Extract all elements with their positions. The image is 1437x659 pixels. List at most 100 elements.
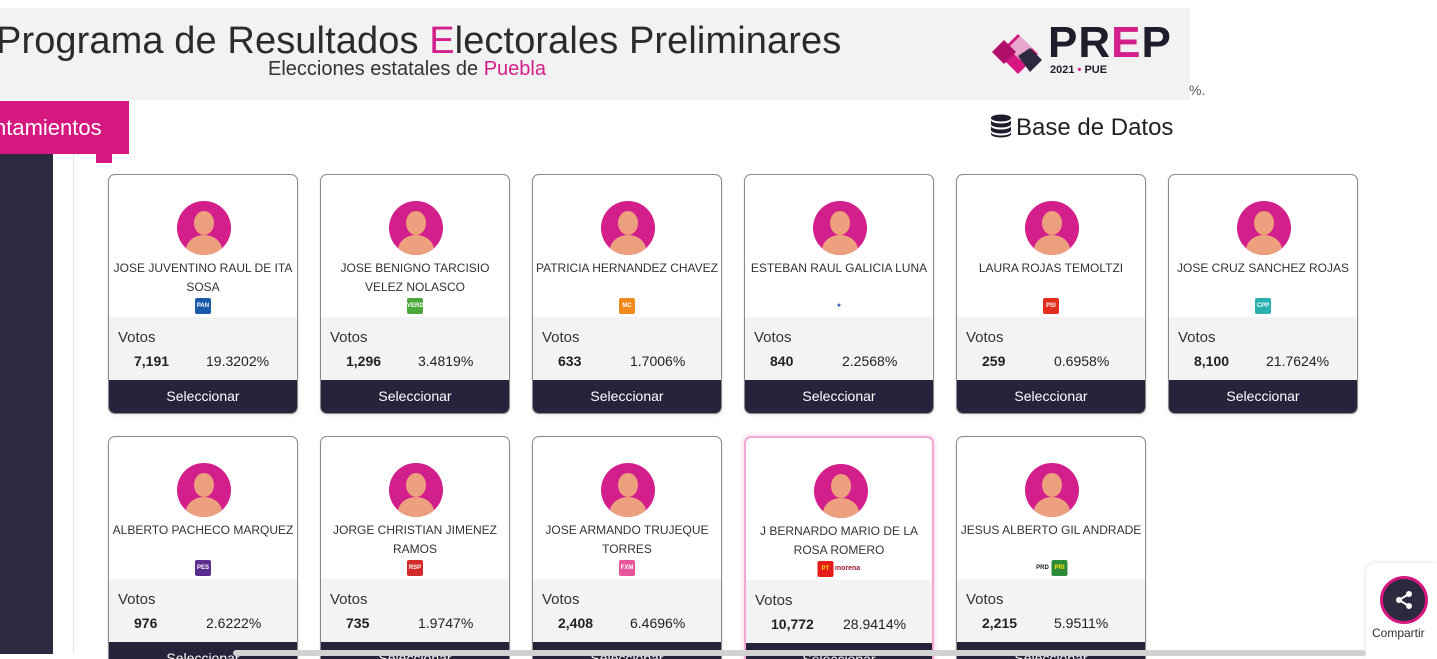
votes-panel: Votos 2,215 5.9511% xyxy=(957,579,1145,642)
votes-panel: Votos 840 2.2568% xyxy=(745,317,933,380)
candidate-avatar-icon xyxy=(1025,201,1079,255)
votes-label: Votos xyxy=(966,591,1004,608)
candidate-avatar-icon xyxy=(389,201,443,255)
logo-text-accent: E xyxy=(1111,18,1142,67)
candidate-name: ALBERTO PACHECO MARQUEZ xyxy=(112,523,294,537)
page-title: Programa de Resultados Electorales Preli… xyxy=(0,20,841,63)
candidate-name: JOSE JUVENTINO RAUL DE ITA SOSA xyxy=(113,261,293,294)
votes-panel: Votos 2,408 6.4696% xyxy=(533,579,721,642)
candidate-name: LAURA ROJAS TEMOLTZI xyxy=(978,261,1124,275)
party-logo: PES xyxy=(195,560,211,576)
party-logo: PAN xyxy=(195,298,211,314)
select-button[interactable]: Seleccionar xyxy=(745,380,933,413)
pes-party-icon: PES xyxy=(195,560,211,576)
candidate-card[interactable]: PATRICIA HERNANDEZ CHAVEZ MC Votos 633 1.700… xyxy=(532,174,722,414)
votes-panel: Votos 10,772 28.9414% xyxy=(746,580,932,643)
candidate-card[interactable]: ALBERTO PACHECO MARQUEZ PES Votos 976 2.6222… xyxy=(108,436,298,659)
pri-party-icon: PRI xyxy=(1051,560,1068,576)
votes-percentage: 5.9511% xyxy=(1054,615,1109,631)
title-part: lectorales Preliminares xyxy=(454,20,842,62)
logo-year: 2021 xyxy=(1050,64,1075,76)
prep-diamond-icon xyxy=(992,34,1042,74)
votes-count: 976 xyxy=(134,615,158,631)
votes-label: Votos xyxy=(330,329,368,346)
votes-percentage: 28.9414% xyxy=(843,616,907,632)
party-logo: FXM xyxy=(619,560,635,576)
votes-percentage: 2.6222% xyxy=(206,615,262,631)
share-icon xyxy=(1396,591,1412,609)
party-logo: PT morena xyxy=(817,561,861,577)
votes-label: Votos xyxy=(966,329,1004,346)
header-banner: Programa de Resultados Electorales Preli… xyxy=(0,8,1190,100)
nueva-alianza-party-icon: ★ xyxy=(831,298,847,314)
candidate-card[interactable]: LAURA ROJAS TEMOLTZI PSI Votos 259 0.6958% Se… xyxy=(956,174,1146,414)
share-widget: Compartir xyxy=(1366,563,1437,659)
party-logo: PRD PRI xyxy=(1034,560,1068,576)
votes-panel: Votos 7,191 19.3202% xyxy=(109,317,297,380)
candidate-name: JORGE CHRISTIAN JIMENEZ RAMOS xyxy=(332,523,497,556)
select-button[interactable]: Seleccionar xyxy=(1169,380,1357,413)
sidebar xyxy=(0,154,53,654)
votes-count: 10,772 xyxy=(771,616,814,632)
candidate-avatar-icon xyxy=(601,463,655,517)
votes-label: Votos xyxy=(118,591,156,608)
party-logo: VERDE xyxy=(407,298,423,314)
logo-text: P xyxy=(1141,18,1172,67)
candidate-card[interactable]: JOSE CRUZ SANCHEZ ROJAS CPP Votos 8,100 21.7… xyxy=(1168,174,1358,414)
select-button[interactable]: Seleccionar xyxy=(321,380,509,413)
database-icon xyxy=(991,114,1011,138)
logo-separator: • xyxy=(1077,64,1082,76)
pan-party-icon: PAN xyxy=(195,298,211,314)
share-label: Compartir xyxy=(1372,626,1425,640)
party-logo: RSP xyxy=(407,560,423,576)
candidate-card[interactable]: JOSE JUVENTINO RAUL DE ITA SOSA PAN Votos 7… xyxy=(108,174,298,414)
candidate-avatar-icon xyxy=(814,464,868,518)
select-button[interactable]: Seleccionar xyxy=(109,380,297,413)
subtitle-text: Elecciones estatales de xyxy=(268,58,484,80)
pt-party-icon: PT xyxy=(817,561,834,577)
candidate-card[interactable]: JOSE ARMANDO TRUJEQUE TORRES FXM Votos 2,40… xyxy=(532,436,722,659)
tab-indicator xyxy=(96,154,112,163)
prep-logo[interactable]: PREP 2021 • PUE xyxy=(990,18,1175,84)
candidate-name: J BERNARDO MARIO DE LA ROSA ROMERO xyxy=(759,524,919,557)
logo-subtitle: 2021 • PUE xyxy=(1050,64,1107,76)
database-link-label: Base de Datos xyxy=(1016,114,1174,141)
candidate-card[interactable]: JOSE BENIGNO TARCISIO VELEZ NOLASCO VERDE… xyxy=(320,174,510,414)
candidate-card[interactable]: ESTEBAN RAUL GALICIA LUNA ★ Votos 840 2.2568… xyxy=(744,174,934,414)
votes-panel: Votos 976 2.6222% xyxy=(109,579,297,642)
content-rail xyxy=(73,154,74,654)
votes-percentage: 1.9747% xyxy=(418,615,474,631)
logo-state-code: PUE xyxy=(1084,64,1108,76)
votes-count: 7,191 xyxy=(134,353,170,369)
votes-count: 1,296 xyxy=(346,353,382,369)
database-link[interactable]: Base de Datos xyxy=(990,114,1173,142)
psi-party-icon: PSI xyxy=(1043,298,1059,314)
tab-ayuntamientos[interactable]: ntamientos xyxy=(0,101,129,154)
candidate-card[interactable]: JESUS ALBERTO GIL ANDRADE PRD PRI Votos 2,21… xyxy=(956,436,1146,659)
title-accent-letter: E xyxy=(429,20,455,62)
logo-wordmark: PREP xyxy=(1048,18,1172,68)
votes-panel: Votos 259 0.6958% xyxy=(957,317,1145,380)
votes-label: Votos xyxy=(542,591,580,608)
candidate-name: JOSE CRUZ SANCHEZ ROJAS xyxy=(1176,261,1350,275)
votes-percentage: 21.7624% xyxy=(1266,353,1330,369)
candidate-card[interactable]: JORGE CHRISTIAN JIMENEZ RAMOS RSP Votos 735… xyxy=(320,436,510,659)
horizontal-scrollbar[interactable] xyxy=(233,650,1366,656)
party-logo: MC xyxy=(619,298,635,314)
votes-count: 2,215 xyxy=(982,615,1018,631)
votes-percentage: 3.4819% xyxy=(418,353,474,369)
votes-percentage: 2.2568% xyxy=(842,353,898,369)
candidate-card[interactable]: J BERNARDO MARIO DE LA ROSA ROMERO PT more… xyxy=(744,436,934,659)
candidate-avatar-icon xyxy=(601,201,655,255)
votes-label: Votos xyxy=(330,591,368,608)
share-button[interactable] xyxy=(1380,576,1428,624)
candidate-name: JOSE BENIGNO TARCISIO VELEZ NOLASCO xyxy=(340,261,490,294)
party-logo: ★ xyxy=(831,298,847,314)
votes-count: 259 xyxy=(982,353,1006,369)
votes-count: 8,100 xyxy=(1194,353,1230,369)
select-button[interactable]: Seleccionar xyxy=(533,380,721,413)
select-button[interactable]: Seleccionar xyxy=(957,380,1145,413)
votes-panel: Votos 633 1.7006% xyxy=(533,317,721,380)
logo-text: PR xyxy=(1048,18,1112,67)
